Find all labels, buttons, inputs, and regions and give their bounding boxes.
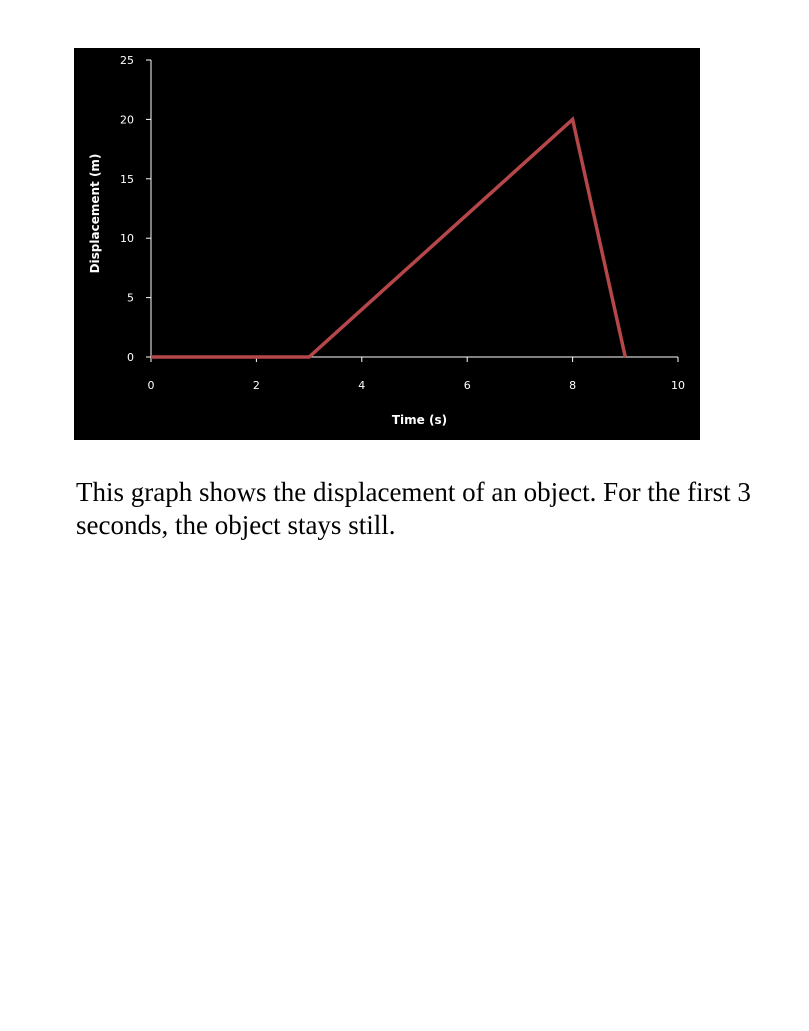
series-layer: [150, 116, 628, 359]
x-axis-title: Time (s): [392, 413, 447, 427]
x-tick-label: 10: [671, 379, 685, 392]
y-tick-label: 5: [127, 292, 134, 305]
y-axis-title: Displacement (m): [88, 154, 102, 274]
y-tick-label: 25: [120, 54, 134, 67]
y-tick-label: 10: [120, 232, 134, 245]
y-tick-label: 0: [127, 351, 134, 364]
x-tick-label: 2: [253, 379, 260, 392]
x-tick-label: 6: [464, 379, 471, 392]
displacement-time-chart: 0 5 10 15 20 25 0 2 4 6 8 10 Time (s) Displacement…: [74, 48, 700, 440]
y-tick-label: 20: [120, 113, 134, 126]
x-tick-label: 0: [148, 379, 155, 392]
y-axis: 0 5 10 15 20 25: [120, 54, 152, 364]
x-axis: 0 2 4 6 8 10: [148, 356, 685, 392]
series-line: [151, 116, 628, 359]
x-tick-label: 8: [569, 379, 576, 392]
y-tick-label: 15: [120, 173, 134, 186]
chart-svg: 0 5 10 15 20 25 0 2 4 6 8 10 Time (s) Displacement…: [88, 54, 685, 427]
x-tick-label: 4: [358, 379, 365, 392]
graph-caption: This graph shows the displacement of an …: [76, 477, 751, 540]
